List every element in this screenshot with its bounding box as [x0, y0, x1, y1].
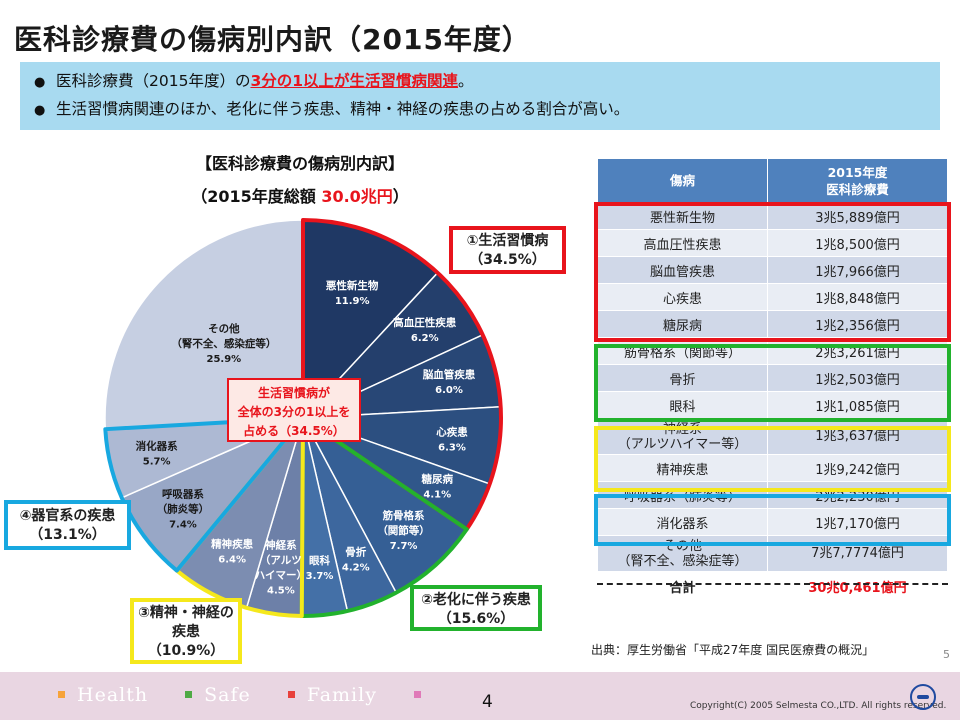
table-row: その他 （腎不全、感染症等） 7兆7,7774億円	[597, 535, 948, 572]
bullet-square-icon	[287, 690, 295, 698]
pie-group-outline-1	[299, 416, 469, 618]
footer-tags: Health Safe Family	[58, 684, 433, 706]
callout-lifestyle: ①生活習慣病 （34.5%）	[449, 226, 566, 274]
pie-group-outline-0	[301, 218, 503, 532]
pie-label-筋骨格系関節等: 筋骨格系	[382, 509, 425, 522]
source-note: 出典：厚生労働省「平成27年度 国民医療費の概況」	[591, 643, 875, 657]
pie-label-心疾患: 6.3%	[438, 443, 466, 454]
pie-label-高血圧性疾患: 高血圧性疾患	[393, 316, 456, 329]
cost-table: 傷病 2015年度 医科診療費 悪性新生物 3兆5,889億円 高血圧性疾患 1兆8,…	[597, 158, 948, 602]
table-row: 筋骨格系（関節等） 2兆3,261億円	[597, 337, 948, 365]
table-row: 骨折 1兆2,503億円	[597, 364, 948, 392]
callout-organ: ④器官系の疾患 （13.1%）	[4, 500, 131, 550]
table-row: 精神疾患 1兆9,242億円	[597, 454, 948, 482]
pie-label-筋骨格系関節等: （関節等）	[377, 524, 430, 537]
summary-highlight: 3分の1以上が生活習慣病関連	[250, 72, 459, 90]
chart-title: 【医科診療費の傷病別内訳】	[195, 154, 404, 173]
pie-label-呼吸器系肺炎等: 呼吸器系	[162, 488, 204, 501]
pie-label-糖尿病: 4.1%	[423, 489, 451, 500]
table-row: 心疾患 1兆8,848億円	[597, 283, 948, 311]
pie-label-精神疾患: 6.4%	[218, 554, 246, 565]
pie-label-心疾患: 心疾患	[436, 426, 468, 439]
pie-label-骨折: 骨折	[345, 545, 366, 558]
pie-label-脳血管疾患: 6.0%	[435, 385, 463, 396]
pie-label-その他腎不全感染症等: その他	[208, 322, 240, 335]
page-number: 4	[482, 692, 493, 712]
pie-label-悪性新生物: 悪性新生物	[326, 279, 379, 292]
table-total-row: 合計 30兆0,461億円	[597, 571, 948, 602]
pie-label-消化器系: 5.7%	[143, 457, 171, 468]
table-row: 脳血管疾患 1兆7,966億円	[597, 256, 948, 284]
summary-line-2: ● 生活習慣病関連のほか、老化に伴う疾患、精神・神経の疾患の占める割合が高い。	[34, 96, 926, 124]
slide-number: 5	[943, 648, 950, 661]
chart-total-value: 30.0兆円	[321, 187, 393, 206]
table-row: 眼科 1兆1,085億円	[597, 391, 948, 419]
header-disease: 傷病	[597, 158, 768, 203]
table-header-row: 傷病 2015年度 医科診療費	[597, 158, 948, 203]
table-row: 糖尿病 1兆2,356億円	[597, 310, 948, 338]
bullet-square-icon	[413, 690, 421, 698]
pie-slice-12	[104, 219, 304, 430]
pie-label-その他腎不全感染症等: 25.9%	[206, 354, 241, 365]
bullet-icon: ●	[34, 75, 46, 90]
chart-subtitle: （2015年度総額 30.0兆円）	[191, 187, 409, 206]
pie-label-糖尿病: 糖尿病	[422, 472, 454, 485]
pie-label-骨折: 4.2%	[342, 562, 370, 573]
copyright: Copyright(C) 2005 Selmesta CO.,LTD. All …	[690, 701, 947, 711]
pie-label-筋骨格系関節等: 7.7%	[390, 541, 418, 552]
pie-label-呼吸器系肺炎等: 7.4%	[169, 520, 197, 531]
page-title: 医科診療費の傷病別内訳（2015年度）	[14, 23, 531, 56]
pie-label-高血圧性疾患: 6.2%	[411, 333, 439, 344]
lifestyle-center-note: 生活習慣病が 全体の3分の1以上を 占める（34.5%）	[227, 378, 361, 442]
summary-line-1: ● 医科診療費（2015年度）の3分の1以上が生活習慣病関連。	[34, 68, 926, 96]
table-row: 呼吸器系（肺炎等） 2兆2,230億円	[597, 481, 948, 509]
bullet-square-icon	[58, 690, 65, 698]
company-logo-icon	[910, 684, 936, 710]
pie-label-神経系アルツハイマー: ハイマー）	[255, 568, 307, 581]
footer-bar: Health Safe Family 4 Copyright(C) 2005 S…	[0, 672, 960, 720]
pie-label-その他腎不全感染症等: （腎不全、感染症等）	[171, 337, 276, 350]
pie-label-悪性新生物: 11.9%	[335, 296, 370, 307]
pie-label-呼吸器系肺炎等: （肺炎等）	[157, 503, 210, 516]
pie-label-眼科: 3.7%	[306, 571, 334, 582]
pie-label-神経系アルツハイマー: 4.5%	[267, 585, 295, 596]
pie-label-消化器系: 消化器系	[136, 440, 178, 453]
pie-label-神経系アルツハイマー: （アルツ	[260, 553, 302, 566]
pie-label-神経系アルツハイマー: 神経系	[265, 538, 297, 551]
header-cost: 2015年度 医科診療費	[767, 158, 948, 203]
bullet-square-icon	[185, 690, 193, 698]
table-row: 消化器系 1兆7,170億円	[597, 508, 948, 536]
summary-box: ● 医科診療費（2015年度）の3分の1以上が生活習慣病関連。 ● 生活習慣病関連の…	[20, 62, 940, 130]
callout-mental: ③精神・神経の 疾患 （10.9%）	[130, 598, 242, 664]
table-row: 悪性新生物 3兆5,889億円	[597, 202, 948, 230]
table-row: 高血圧性疾患 1兆8,500億円	[597, 229, 948, 257]
table-row: 神経系 （アルツハイマー等） 1兆3,637億円	[597, 418, 948, 455]
callout-aging: ②老化に伴う疾患 （15.6%）	[410, 585, 542, 631]
bullet-icon: ●	[34, 103, 46, 118]
pie-label-脳血管疾患: 脳血管疾患	[423, 368, 476, 381]
pie-label-眼科: 眼科	[309, 554, 330, 567]
pie-label-精神疾患: 精神疾患	[211, 537, 253, 550]
